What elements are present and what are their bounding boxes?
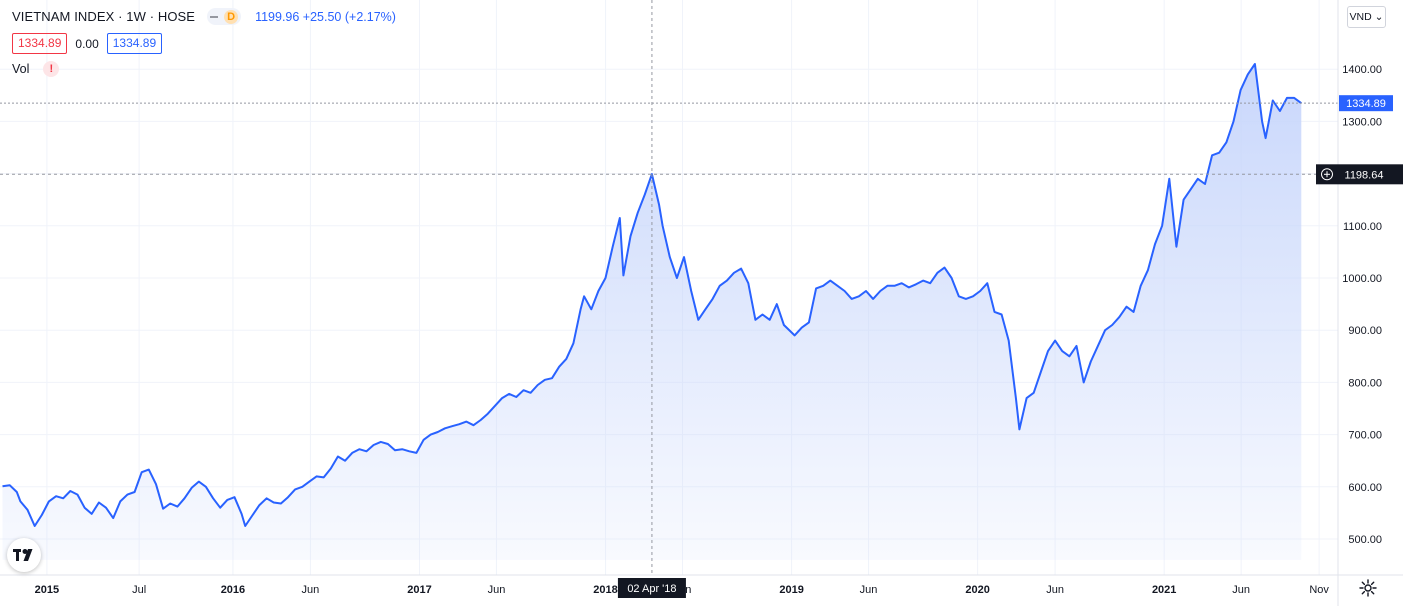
x-tick-label: Jun (860, 584, 878, 596)
crosshair (0, 0, 1338, 575)
last-price-label: 1334.89 (1346, 98, 1386, 110)
crosshair-price-label: 1198.64 (1345, 169, 1384, 181)
price-line (2, 63, 1302, 527)
sell-value[interactable]: 1334.89 (12, 33, 68, 54)
x-tick-label: 2015 (35, 584, 59, 596)
spread-value: 0.00 (75, 36, 99, 51)
y-tick-label: 900.00 (1348, 325, 1382, 337)
x-tick-label: Jun (302, 584, 320, 596)
tradingview-logo-icon (13, 549, 33, 561)
interval-toggle[interactable]: D (207, 8, 242, 25)
x-tick-label: Nov (1309, 584, 1329, 596)
x-tick-label: 2020 (965, 584, 989, 596)
y-tick-label: 500.00 (1348, 534, 1382, 546)
minus-icon (210, 15, 219, 18)
x-tick-label: Jun (1046, 584, 1064, 596)
y-tick-label: 1400.00 (1342, 64, 1382, 76)
legend-title-row: VIETNAM INDEX · 1W · HOSE D 1199.96 +25.… (12, 8, 396, 25)
gear-icon[interactable] (1358, 578, 1378, 598)
x-tick-label: Jul (132, 584, 146, 596)
y-tick-label: 800.00 (1348, 377, 1382, 389)
crosshair-price-tag (1316, 164, 1403, 185)
x-tick-label: 2019 (779, 584, 803, 596)
volume-legend-row: Vol ! (12, 61, 60, 77)
time-axis[interactable]: 2015 Jul 2016 Jun 2017 Jun 2018 Jun 2019 Jun 2020 J… (0, 574, 1403, 596)
y-tick-label: 700.00 (1348, 430, 1382, 442)
price-axis[interactable]: 500.00 600.00 700.00 800.00 900.00 1000.00 110… (1337, 0, 1382, 606)
x-tick-label: 2018 (593, 584, 617, 596)
warning-icon[interactable]: ! (43, 61, 60, 77)
x-tick-label: 2017 (407, 584, 431, 596)
x-tick-label: 2016 (221, 584, 245, 596)
axis-labels: 1334.89 1198.64 02 Apr '18 (617, 95, 1403, 598)
interval-badge: D (224, 9, 239, 24)
legend-values-row: 1334.89 0.00 1334.89 (12, 33, 163, 54)
x-tick-label: Jun (1232, 584, 1250, 596)
price-area (2, 64, 1302, 560)
y-tick-label: 600.00 (1348, 482, 1382, 494)
tradingview-logo[interactable] (7, 538, 41, 572)
crosshair-date-tag (617, 578, 686, 598)
last-price-tag (1339, 95, 1393, 112)
y-tick-label: 1300.00 (1342, 116, 1382, 128)
x-tick-label: Jun (488, 584, 506, 596)
buy-value[interactable]: 1334.89 (106, 33, 163, 54)
y-tick-label: 1100.00 (1343, 221, 1382, 233)
symbol-title[interactable]: VIETNAM INDEX · 1W · HOSE (12, 9, 196, 24)
quote-change: 1199.96 +25.50 (+2.17%) (255, 9, 396, 24)
plus-icon (1321, 168, 1333, 181)
crosshair-date-label: 02 Apr '18 (627, 583, 676, 595)
y-tick-label: 1000.00 (1342, 273, 1382, 285)
x-tick-label: 2021 (1152, 584, 1176, 596)
volume-label: Vol (12, 62, 30, 76)
currency-select[interactable]: VND ⌄ (1347, 6, 1386, 28)
